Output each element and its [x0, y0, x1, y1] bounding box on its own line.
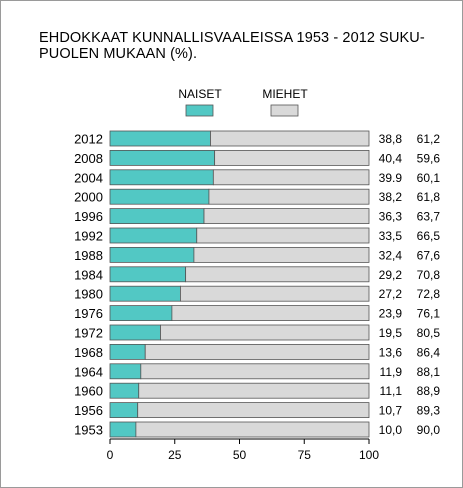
- bar-naiset: [109, 188, 210, 205]
- data-label-naiset: 33,5: [379, 229, 403, 243]
- category-label: 1976: [74, 306, 103, 321]
- category-label: 1984: [74, 267, 103, 282]
- data-label-naiset: 29,2: [379, 268, 403, 282]
- bar-miehet: [193, 246, 370, 263]
- bar-miehet: [203, 208, 370, 225]
- chart-title-line-2: PUOLEN MUKAAN (%).: [39, 46, 198, 62]
- chart-title-line-1: EHDOKKAAT KUNNALLISVAALEISSA 1953 - 2012…: [39, 30, 425, 46]
- bar-naiset: [109, 402, 139, 419]
- x-tick-label: 75: [298, 448, 312, 462]
- data-label-miehet: 88,9: [417, 384, 441, 398]
- x-tick-label: 100: [359, 448, 379, 462]
- category-label: 1956: [74, 403, 103, 418]
- data-label-miehet: 89,3: [417, 404, 441, 418]
- category-label: 1960: [74, 384, 103, 399]
- category-label: 1980: [74, 287, 103, 302]
- data-label-naiset: 38,8: [379, 132, 403, 146]
- legend-label-miehet: MIEHET: [262, 87, 308, 101]
- legend-swatch-miehet: [270, 104, 299, 117]
- x-tick-label: 25: [168, 448, 182, 462]
- data-label-naiset: 11,9: [380, 365, 403, 379]
- data-label-naiset: 13,6: [379, 345, 403, 359]
- data-label-miehet: 63,7: [417, 210, 441, 224]
- bar-naiset: [109, 305, 173, 322]
- bar-naiset: [109, 324, 161, 341]
- data-label-naiset: 11,1: [380, 384, 403, 398]
- category-label: 2012: [74, 132, 103, 147]
- data-label-miehet: 59,6: [417, 151, 441, 165]
- legend-swatch-naiset: [185, 104, 214, 117]
- x-tick-label: 0: [107, 448, 114, 462]
- data-label-miehet: 72,8: [417, 287, 441, 301]
- data-label-naiset: 32,4: [379, 248, 403, 262]
- data-label-miehet: 90,0: [417, 423, 441, 437]
- data-label-naiset: 10,7: [379, 404, 403, 418]
- category-label: 1968: [74, 345, 103, 360]
- category-label: 2004: [74, 170, 103, 185]
- bar-miehet: [171, 305, 370, 322]
- bar-miehet: [210, 130, 370, 147]
- data-label-miehet: 61,2: [417, 132, 441, 146]
- data-label-miehet: 61,8: [417, 190, 441, 204]
- legend-label-naiset: NAISET: [178, 87, 222, 101]
- category-label: 1964: [74, 364, 103, 379]
- data-label-miehet: 70,8: [417, 268, 441, 282]
- data-label-naiset: 39.9: [379, 171, 403, 185]
- data-label-naiset: 38,2: [379, 190, 403, 204]
- bar-miehet: [135, 421, 370, 438]
- data-label-miehet: 66,5: [417, 229, 441, 243]
- x-tick-label: 50: [233, 448, 247, 462]
- bar-miehet: [140, 363, 370, 380]
- bar-naiset: [109, 382, 140, 399]
- category-label: 1953: [74, 423, 103, 438]
- category-label: 1996: [74, 209, 103, 224]
- bar-miehet: [180, 285, 370, 302]
- bar-miehet: [138, 382, 370, 399]
- data-label-miehet: 80,5: [417, 326, 441, 340]
- data-label-naiset: 10,0: [379, 423, 403, 437]
- data-label-naiset: 23,9: [379, 307, 403, 321]
- bar-naiset: [109, 169, 214, 186]
- bar-naiset: [109, 343, 146, 360]
- bar-naiset: [109, 130, 211, 147]
- data-label-miehet: 67,6: [417, 248, 441, 262]
- bar-naiset: [109, 149, 216, 166]
- bar-miehet: [137, 402, 370, 419]
- category-label: 1992: [74, 229, 103, 244]
- data-label-miehet: 86,4: [417, 345, 441, 359]
- bar-naiset: [109, 246, 195, 263]
- category-label: 1972: [74, 326, 103, 341]
- bar-naiset: [109, 208, 205, 225]
- bar-naiset: [109, 363, 142, 380]
- data-label-miehet: 60,1: [417, 171, 441, 185]
- category-label: 1988: [74, 248, 103, 263]
- category-label: 2008: [74, 151, 103, 166]
- bar-naiset: [109, 266, 187, 283]
- bar-naiset: [109, 227, 198, 244]
- bar-miehet: [160, 324, 370, 341]
- bar-naiset: [109, 285, 181, 302]
- bar-miehet: [214, 149, 370, 166]
- bar-miehet: [185, 266, 370, 283]
- data-label-naiset: 19,5: [379, 326, 403, 340]
- bar-miehet: [208, 188, 370, 205]
- data-label-naiset: 36,3: [379, 210, 403, 224]
- bar-miehet: [144, 343, 370, 360]
- data-label-naiset: 27,2: [379, 287, 403, 301]
- data-label-miehet: 76,1: [417, 307, 441, 321]
- category-label: 2000: [74, 190, 103, 205]
- data-label-miehet: 88,1: [417, 365, 441, 379]
- data-label-naiset: 40,4: [379, 151, 403, 165]
- bar-miehet: [212, 169, 370, 186]
- bar-naiset: [109, 421, 137, 438]
- bar-miehet: [196, 227, 370, 244]
